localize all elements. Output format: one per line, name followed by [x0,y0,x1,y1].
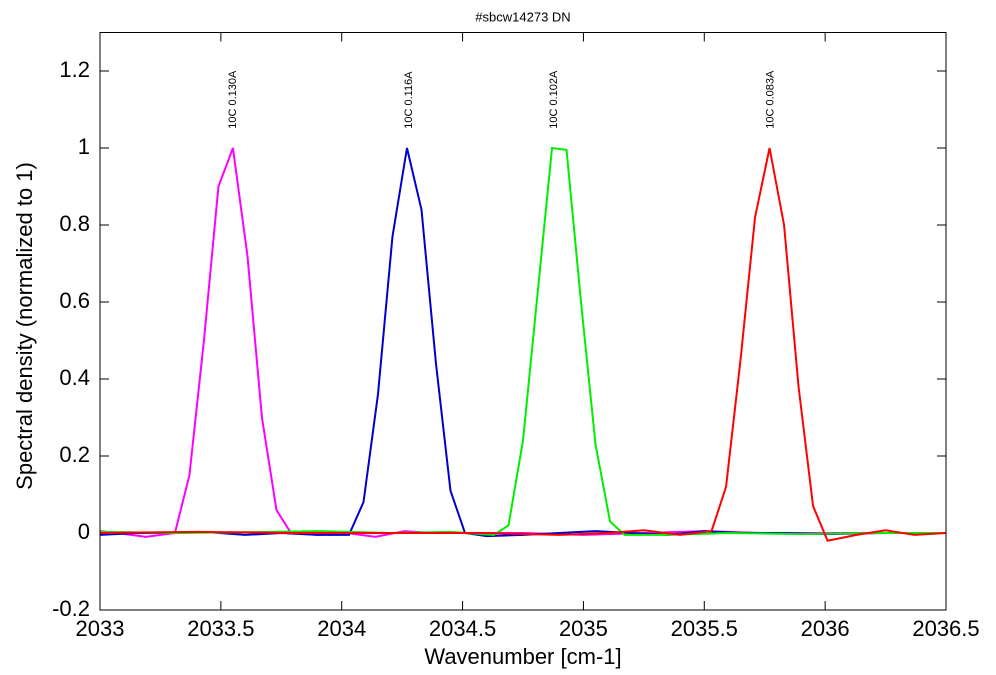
y-tick-label: 0 [78,519,90,544]
x-tick-label: 2033.5 [187,616,254,641]
x-tick-label: 2033 [76,616,125,641]
series-line [99,147,946,538]
y-axis-label: Spectral density (normalized to 1) [12,162,37,490]
annotation: 10C 0.116A [403,71,415,129]
chart-title: #sbcw14273 DN [475,9,570,24]
y-tick-label: 0.4 [59,365,90,390]
x-tick-label: 2034.5 [429,616,496,641]
x-tick-label: 2035 [559,616,608,641]
annotation: 10C 0.083A [765,70,777,129]
y-tick-label: 1 [78,134,90,159]
annotation: 10C 0.130A [227,70,239,129]
annotation: 10C 0.102A [548,70,560,129]
y-tick-label: 0.6 [59,288,90,313]
y-tick-label: -0.2 [52,596,90,621]
series-line [99,146,946,536]
x-tick-label: 2036 [801,616,850,641]
x-tick-label: 2036.5 [912,616,979,641]
x-tick-label: 2034 [317,616,366,641]
x-axis-label: Wavenumber [cm-1] [424,644,621,669]
y-tick-label: 0.8 [59,211,90,236]
x-tick-label: 2035.5 [671,616,738,641]
series-line [99,147,946,538]
series-line [99,147,947,542]
y-tick-label: 0.2 [59,442,90,467]
plot-frame [99,32,947,611]
y-tick-label: 1.2 [59,57,90,82]
